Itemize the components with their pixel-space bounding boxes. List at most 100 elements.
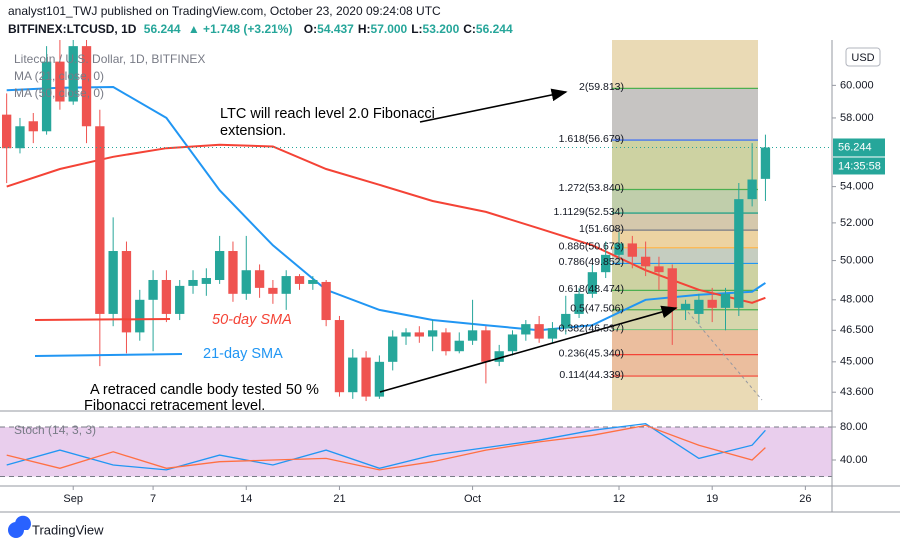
candle-body (334, 320, 345, 393)
fib-zone (612, 140, 758, 190)
candle-body (547, 328, 558, 339)
candle-body (1, 114, 12, 149)
ohlc-key: H: (358, 22, 371, 36)
fib-label: 2(59.813) (579, 81, 624, 93)
legend-stoch: Stoch (14, 3, 3) (14, 423, 96, 437)
candle-body (574, 293, 584, 314)
last-price-label: 56.244 (838, 141, 872, 153)
candle-body (95, 126, 105, 314)
x-tick-label: 21 (333, 493, 345, 505)
candle-body (201, 278, 211, 284)
candle-body (494, 351, 504, 362)
candle-body (454, 340, 464, 352)
fib-background (612, 40, 758, 410)
currency-box[interactable] (845, 47, 881, 67)
candle-body (15, 126, 25, 149)
y-tick-label: 43.600 (840, 386, 874, 398)
y-tick-label: 46.500 (840, 324, 874, 336)
fib-label: 0.886(50.673) (559, 241, 624, 253)
candle-body (148, 279, 158, 300)
y-tick-label: 52.000 (840, 217, 874, 229)
stoch-line (6, 424, 766, 471)
candle-body (228, 251, 238, 294)
ohlc-key: O: (304, 22, 317, 36)
stoch-line (6, 423, 766, 471)
candle-body (627, 243, 637, 257)
fib-label: 1.1129(52.534) (554, 206, 624, 218)
ohlc-value: 57.000 (371, 22, 408, 36)
ohlc-key: L: (411, 22, 422, 36)
candle-body (507, 334, 518, 352)
fib-zone (612, 88, 758, 141)
x-tick-label: 26 (799, 493, 811, 505)
brand[interactable]: TradingView (8, 515, 104, 538)
publisher: analyst101_TWJ published on TradingView.… (8, 4, 441, 18)
candle-body (614, 243, 624, 255)
symbol-line: BITFINEX:LTCUSD, 1D 56.244 ▲ +1.748 (+3.… (8, 22, 513, 36)
stoch-y-tick-label: 40.00 (840, 454, 868, 466)
arrow (419, 88, 568, 123)
candle-body (747, 179, 757, 200)
annotation-retrace: Fibonacci retracement level. (84, 398, 265, 414)
y-tick-label: 48.000 (840, 294, 874, 306)
last-price-box (833, 138, 885, 157)
change: ▲ +1.748 (+3.21%) (188, 22, 293, 36)
candle-body (294, 276, 305, 284)
ohlc-value: 54.437 (317, 22, 354, 36)
fib-zone (612, 213, 758, 231)
annotation-sma50: 50-day SMA (212, 312, 292, 328)
candle-body (467, 330, 478, 341)
currency[interactable]: USD (851, 52, 874, 64)
fib-label: 0.236(45.340) (559, 347, 624, 359)
fib-label: 0.618(48.474) (559, 283, 624, 295)
candle-body (427, 330, 438, 337)
y-tick-label: 58.000 (840, 112, 874, 124)
legend-ma21: MA (21, close, 0) (14, 69, 104, 83)
candle-body (121, 251, 132, 333)
fib-label: 0.5(47.506) (570, 303, 624, 315)
fib-zone (612, 329, 758, 355)
candle-body (361, 357, 371, 397)
stoch-band (0, 427, 832, 477)
candle-body (28, 121, 38, 132)
fib-label: 0.114(44.339) (559, 369, 624, 381)
brand-name: TradingView (32, 522, 104, 537)
candle-body (175, 285, 185, 314)
candle-body (55, 61, 65, 102)
annotation-retrace: A retraced candle body tested 50 % (90, 382, 319, 398)
x-tick-label: 12 (613, 493, 625, 505)
projection-line (687, 311, 763, 401)
candle-body (734, 199, 744, 308)
stoch-y-tick-label: 80.00 (840, 421, 868, 433)
ohlc-value: 53.200 (423, 22, 460, 36)
candle-body (707, 299, 717, 308)
fib-zone (612, 230, 758, 248)
x-tick-label: Sep (63, 493, 83, 505)
fib-label: 1.618(56.679) (559, 133, 624, 145)
candle-body (561, 313, 571, 329)
candle-body (481, 330, 491, 362)
candle-body (268, 287, 278, 294)
candle-body (135, 299, 145, 333)
candle-body (188, 279, 198, 286)
candle-body (321, 281, 331, 321)
y-tick-label: 50.000 (840, 254, 874, 266)
candle-body (640, 256, 651, 267)
candle-body (374, 361, 385, 397)
axes: 43.600 45.000 46.500 48.000 50.000 52.000 54.0… (63, 79, 873, 505)
annotation-target: LTC will reach level 2.0 Fibonacci (220, 106, 435, 122)
stochastic-pane (0, 423, 832, 478)
candle-body (241, 270, 251, 294)
x-tick-label: 7 (150, 493, 156, 505)
price: 56.244 (144, 22, 181, 36)
fib-label: 0.382(46.537) (559, 322, 624, 334)
candle-body (161, 279, 172, 314)
candle-body (441, 332, 451, 352)
candle-body (388, 336, 398, 362)
annotation-target: extension. (220, 123, 286, 139)
candle-body (348, 357, 358, 393)
candle-body (667, 268, 677, 310)
y-tick-label: 45.000 (840, 356, 874, 368)
fib-zone (612, 309, 758, 330)
